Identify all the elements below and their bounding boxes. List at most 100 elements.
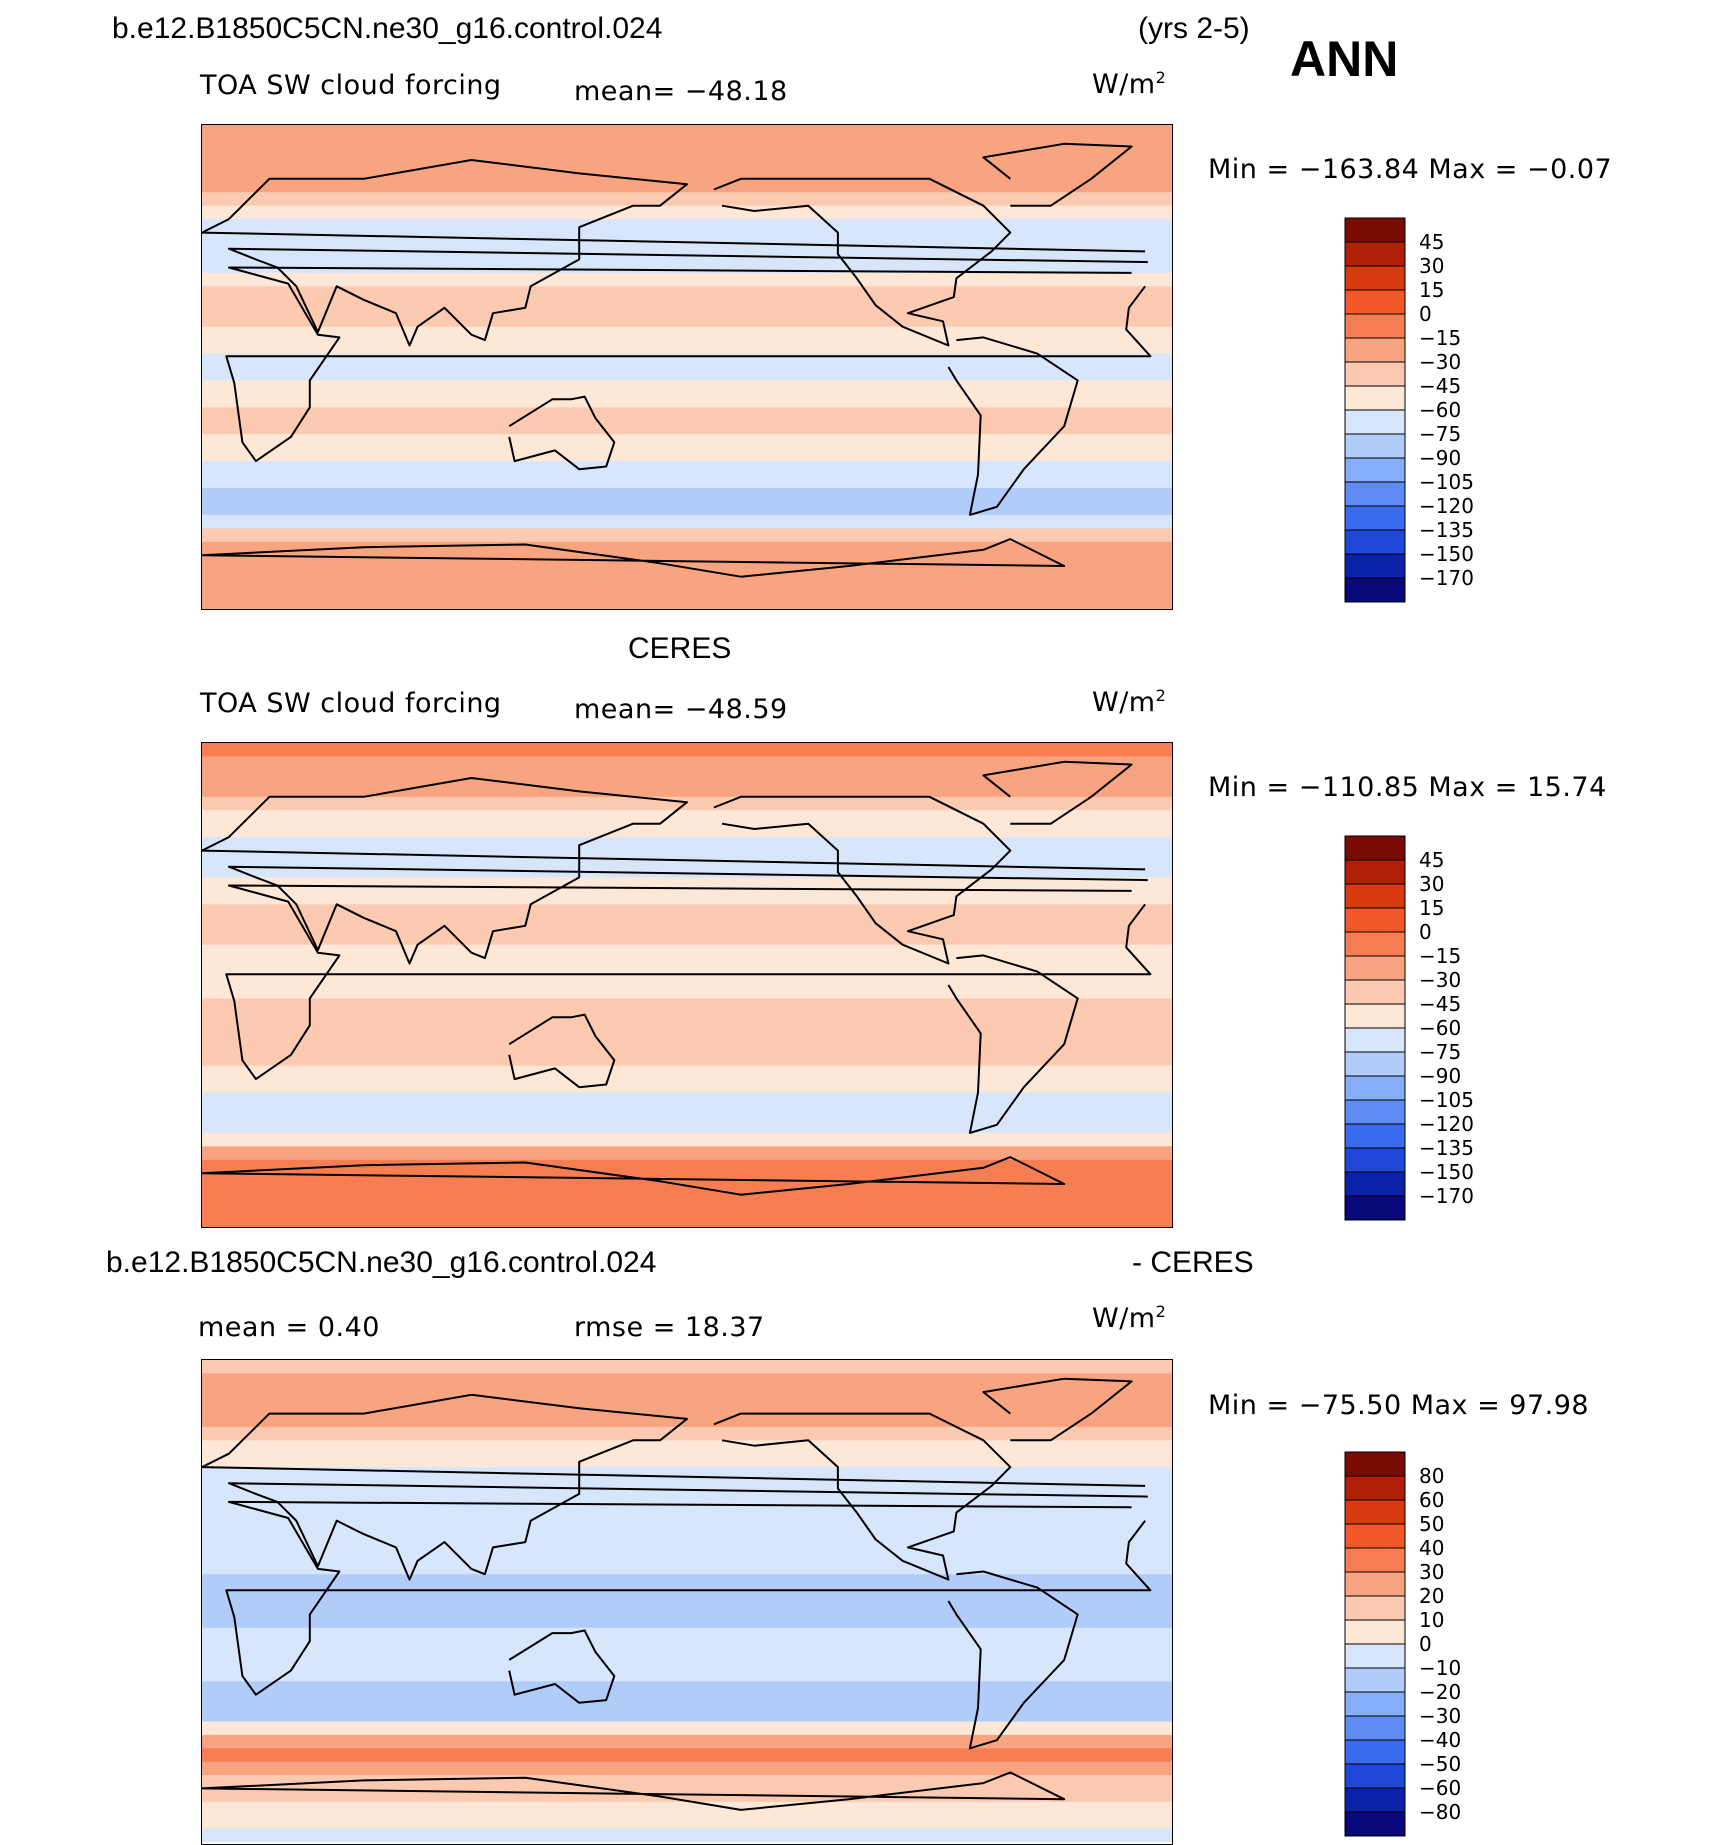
zonal-band — [202, 1560, 1172, 1575]
colorbar-box — [1344, 955, 1406, 981]
coastline — [202, 1393, 1148, 1581]
coastline — [947, 954, 1079, 1134]
zonal-band — [202, 823, 1172, 838]
coastline — [225, 884, 1152, 1081]
zonal-band — [202, 488, 1172, 503]
zonal-band — [202, 1413, 1172, 1428]
panel1-variable: TOA SW cloud forcing — [200, 70, 502, 101]
colorbar-label: −135 — [1419, 1136, 1474, 1160]
colorbar-label: −50 — [1419, 1752, 1461, 1776]
colorbar-label: −90 — [1419, 1064, 1461, 1088]
zonal-band — [202, 1667, 1172, 1682]
case-title: b.e12.B1850C5CN.ne30_g16.control.024 — [112, 12, 663, 45]
zonal-band — [202, 1106, 1172, 1121]
colorbar-label: 50 — [1419, 1512, 1444, 1536]
panel3-minmax: Min = −75.50 Max = 97.98 — [1208, 1390, 1590, 1421]
colorbar-box — [1344, 835, 1406, 861]
panel2-units: W/m2 — [1092, 686, 1167, 718]
colorbar-box — [1344, 1099, 1406, 1125]
colorbar-box — [1344, 433, 1406, 459]
zonal-band — [202, 944, 1172, 959]
zonal-band — [202, 1721, 1172, 1736]
zonal-band — [202, 407, 1172, 422]
zonal-band — [202, 783, 1172, 798]
colorbar-label: 30 — [1419, 872, 1444, 896]
zonal-band — [202, 1025, 1172, 1040]
zonal-band — [202, 1547, 1172, 1562]
colorbar-label: 30 — [1419, 1560, 1444, 1584]
colorbar-label: −120 — [1419, 1112, 1474, 1136]
coastline — [202, 159, 1148, 347]
colorbar-box — [1344, 1003, 1406, 1029]
years-label: (yrs 2-5) — [1138, 12, 1250, 45]
zonal-band — [202, 259, 1172, 274]
zonal-band — [202, 1119, 1172, 1134]
coastline — [202, 777, 1148, 965]
colorbar-label: 30 — [1419, 254, 1444, 278]
zonal-band — [202, 1601, 1172, 1615]
zonal-band — [202, 219, 1172, 234]
colorbar-label: −170 — [1419, 1184, 1474, 1208]
zonal-band — [202, 151, 1172, 166]
colorbar-label: −90 — [1419, 446, 1461, 470]
zonal-band — [202, 1052, 1172, 1067]
zonal-band — [202, 1534, 1172, 1549]
zonal-band — [202, 178, 1172, 193]
zonal-band — [202, 1520, 1172, 1535]
zonal-band — [202, 1360, 1172, 1374]
coastline — [947, 1570, 1079, 1750]
zonal-band — [202, 998, 1172, 1013]
panel1-map-svg — [202, 125, 1172, 609]
colorbar-label: 0 — [1419, 1632, 1432, 1656]
panel3-title-right: - CERES — [1132, 1246, 1254, 1279]
coastline — [982, 1377, 1133, 1442]
panel2-variable: TOA SW cloud forcing — [200, 688, 502, 719]
colorbar-label: −170 — [1419, 566, 1474, 590]
coastline — [202, 1771, 1066, 1811]
zonal-band — [202, 125, 1172, 140]
zonal-band — [202, 1011, 1172, 1026]
colorbar-box — [1344, 1147, 1406, 1173]
colorbar-box — [1344, 907, 1406, 933]
colorbar-label: 10 — [1419, 1608, 1444, 1632]
panel2-map-svg — [202, 743, 1172, 1227]
zonal-band — [202, 1467, 1172, 1482]
zonal-band — [202, 1734, 1172, 1749]
colorbar-label: −60 — [1419, 1016, 1461, 1040]
zonal-band — [202, 1681, 1172, 1696]
zonal-band — [202, 1480, 1172, 1495]
zonal-band — [202, 1828, 1172, 1842]
colorbar-box — [1344, 859, 1406, 885]
zonal-band — [202, 246, 1172, 261]
colorbar-label: 45 — [1419, 230, 1444, 254]
zonal-band — [202, 582, 1172, 597]
colorbar-box — [1344, 1451, 1406, 1477]
colorbar-box — [1344, 1123, 1406, 1149]
colorbar-box — [1344, 241, 1406, 267]
zonal-band — [202, 1574, 1172, 1589]
zonal-band — [202, 1627, 1172, 1642]
zonal-band — [202, 1614, 1172, 1629]
zonal-band — [202, 192, 1172, 207]
zonal-band — [202, 769, 1172, 784]
panel1-map — [201, 124, 1173, 610]
zonal-band — [202, 1708, 1172, 1723]
colorbar-box — [1344, 1195, 1406, 1221]
zonal-band — [202, 568, 1172, 583]
zonal-band — [202, 380, 1172, 395]
zonal-band — [202, 461, 1172, 476]
colorbar-box — [1344, 1715, 1406, 1741]
zonal-band — [202, 1186, 1172, 1201]
panel3-map — [201, 1359, 1173, 1845]
zonal-band — [202, 313, 1172, 328]
panel1-units: W/m2 — [1092, 68, 1167, 100]
zonal-band — [202, 528, 1172, 543]
zonal-band — [202, 501, 1172, 516]
colorbar-box — [1344, 1027, 1406, 1053]
zonal-band — [202, 1507, 1172, 1522]
colorbar-label: −135 — [1419, 518, 1474, 542]
colorbar-label: −40 — [1419, 1728, 1461, 1752]
colorbar-label: 15 — [1419, 278, 1444, 302]
coastline — [947, 336, 1079, 516]
